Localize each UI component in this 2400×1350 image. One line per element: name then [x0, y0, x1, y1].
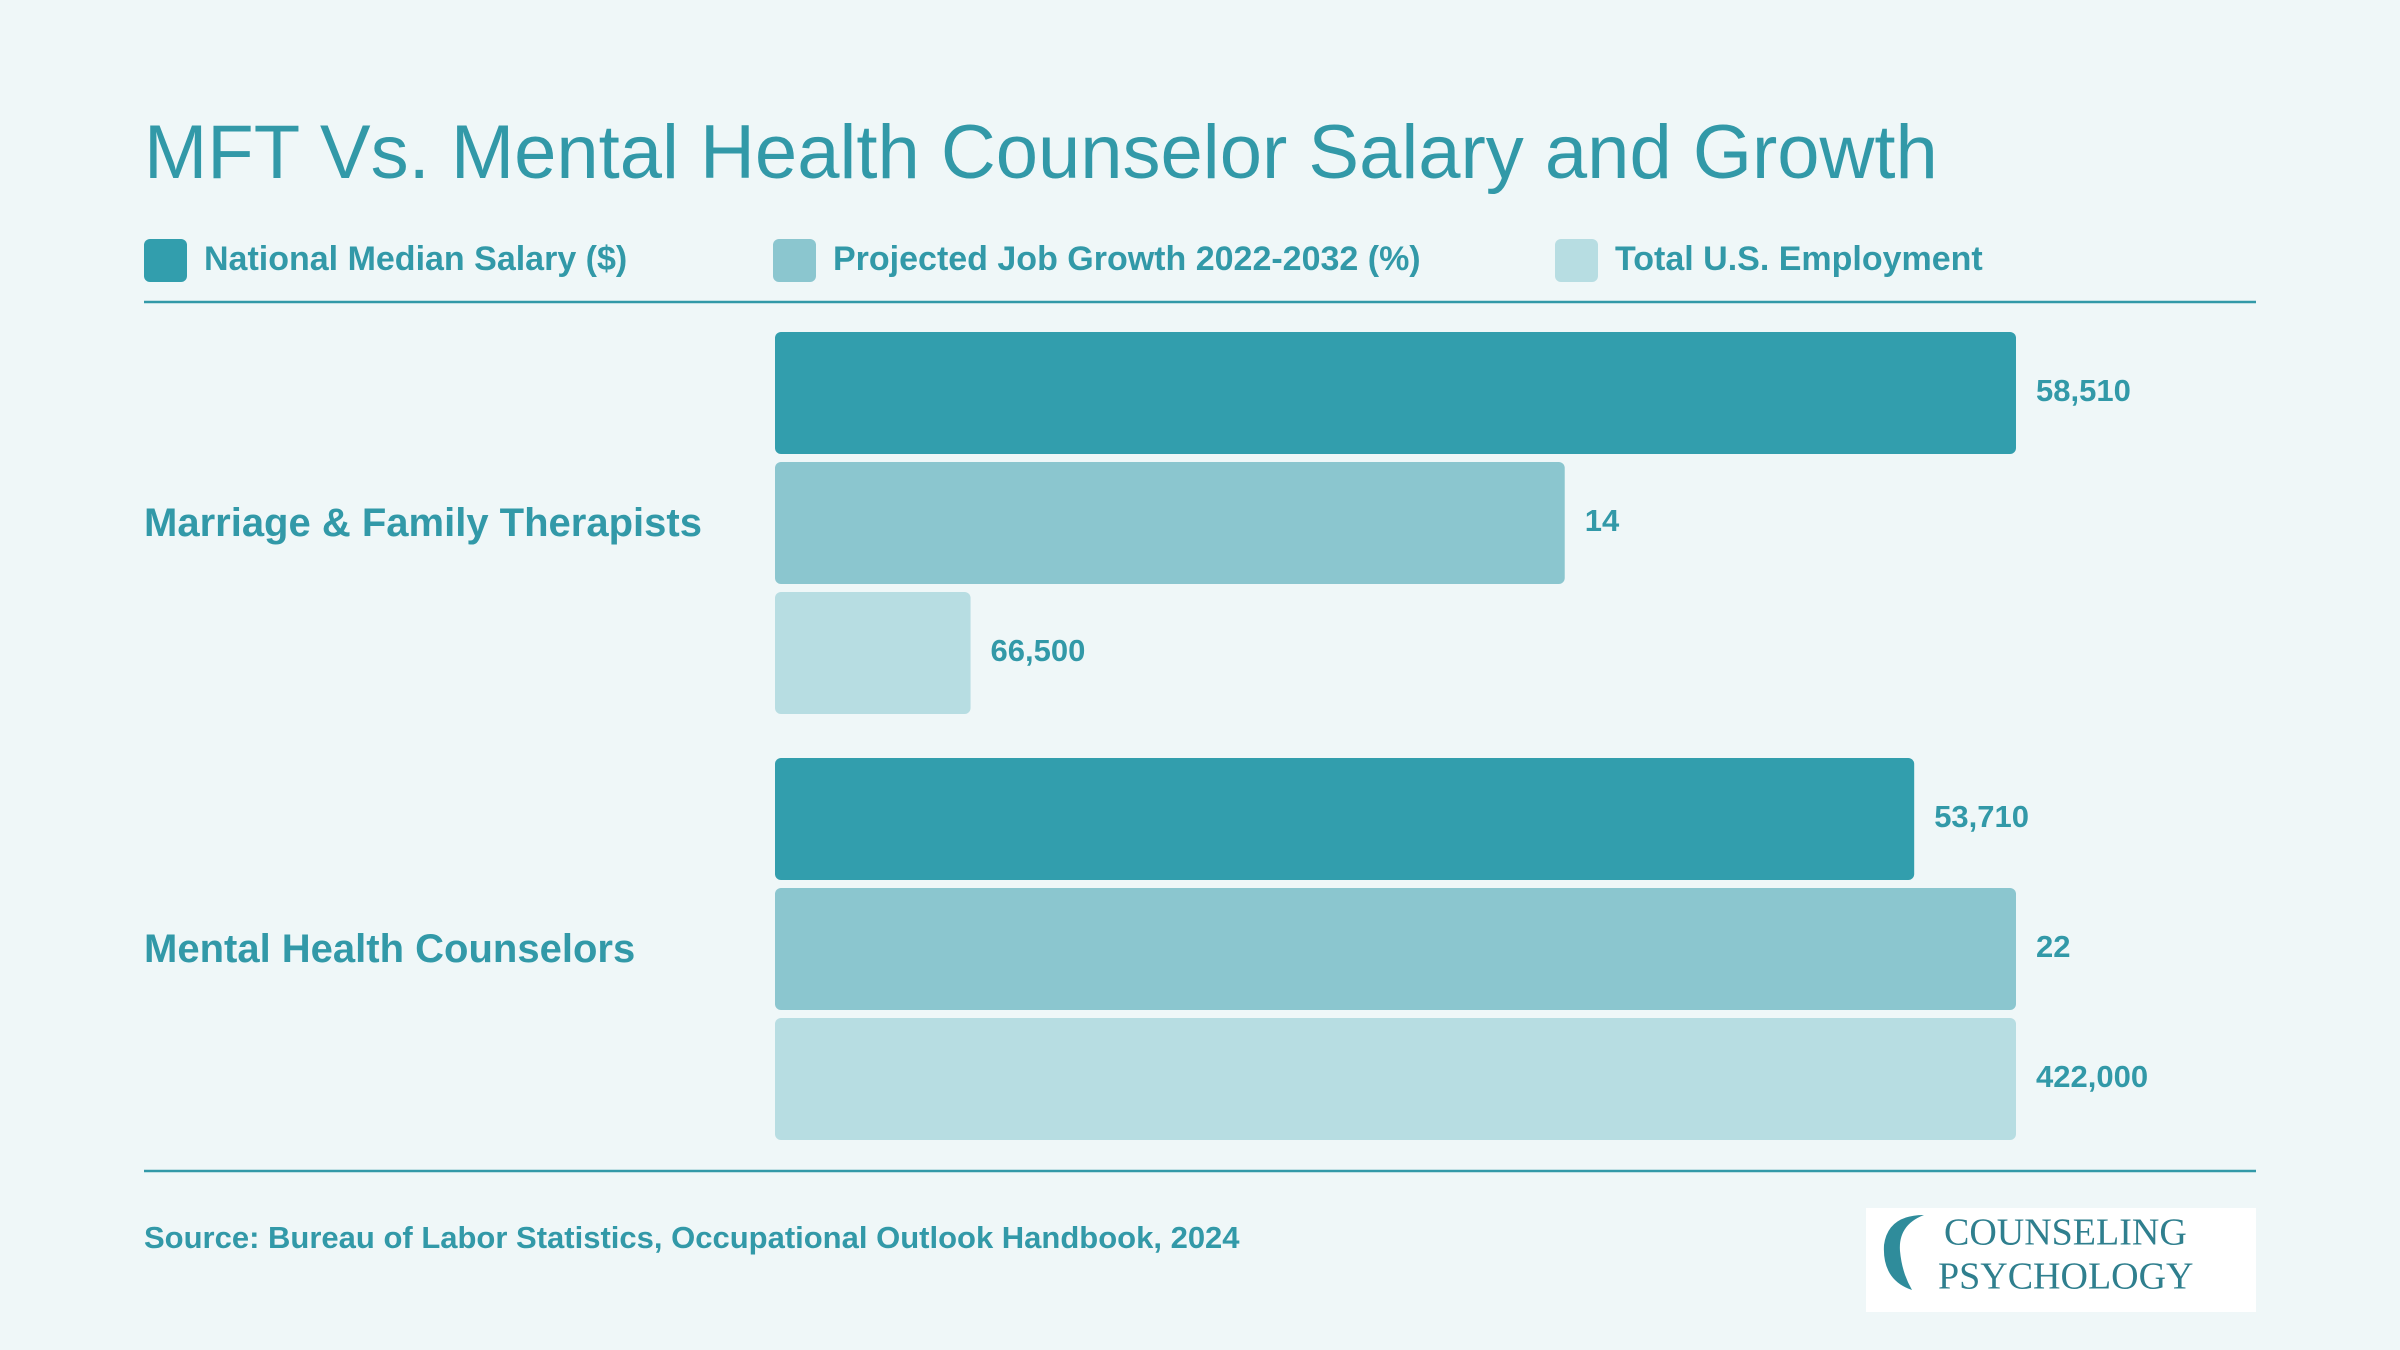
source: Source: Bureau of Labor Statistics, Occu… — [144, 1220, 1240, 1255]
value-label: 53,710 — [1934, 799, 2029, 834]
logo-text: COUNSELING — [1944, 1212, 2187, 1254]
legend-swatch — [1555, 239, 1598, 282]
legend-label: Total U.S. Employment — [1615, 240, 1983, 278]
logo-box — [1866, 1208, 2256, 1312]
bar — [775, 592, 971, 714]
bar — [775, 758, 1915, 880]
bar — [775, 462, 1565, 584]
category-label: Mental Health Counselors — [144, 927, 636, 971]
value-label: 22 — [2036, 929, 2070, 964]
legend-label: Projected Job Growth 2022-2032 (%) — [833, 240, 1421, 278]
value-label: 58,510 — [2036, 373, 2131, 408]
bar — [775, 332, 2016, 454]
legend-swatch — [773, 239, 816, 282]
bar — [775, 888, 2016, 1010]
value-label: 66,500 — [991, 633, 1086, 668]
legend-swatch — [144, 239, 187, 282]
bar — [775, 1018, 2016, 1140]
logo-text: PSYCHOLOGY — [1938, 1256, 2193, 1298]
legend-label: National Median Salary ($) — [204, 240, 627, 278]
category-label: Marriage & Family Therapists — [144, 501, 702, 545]
logo-icon — [1883, 1215, 1924, 1290]
value-label: 422,000 — [2036, 1059, 2148, 1094]
value-label: 14 — [1585, 503, 1620, 538]
chart-title: MFT Vs. Mental Health Counselor Salary a… — [144, 110, 1938, 195]
